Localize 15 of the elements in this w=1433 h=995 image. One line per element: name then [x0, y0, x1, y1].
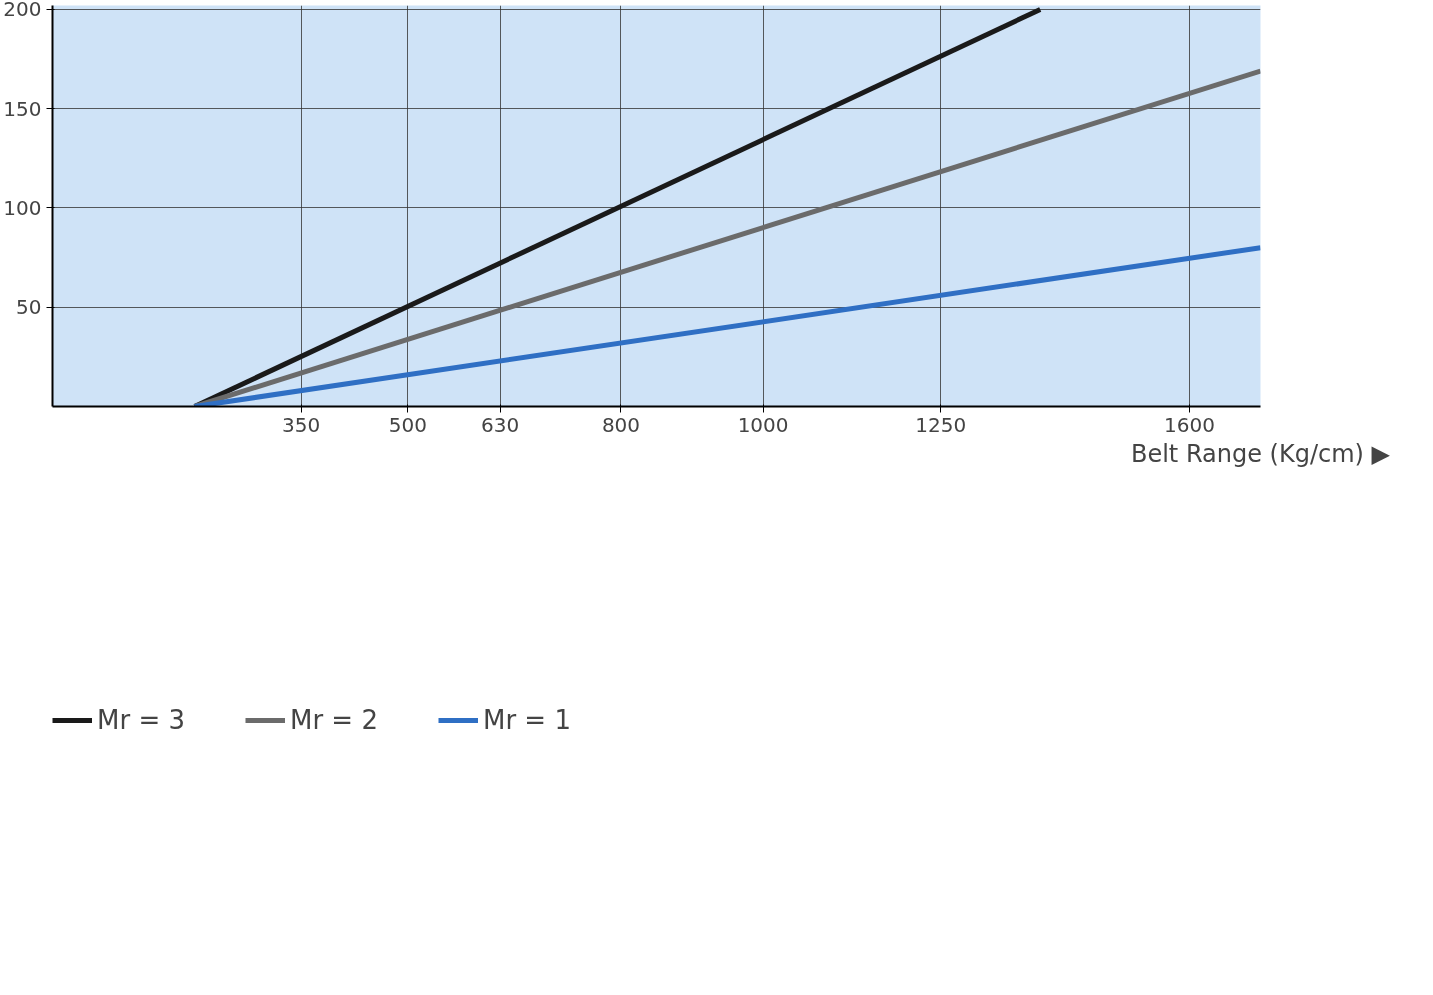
- x-tick-label: 800: [601, 412, 641, 437]
- x-tick-label: 1250: [915, 412, 967, 437]
- y-tick-label: 200: [3, 0, 42, 22]
- legend-label: Mr = 1: [482, 705, 571, 735]
- x-tick-label: 1600: [1163, 412, 1215, 437]
- legend-label: Mr = 2: [289, 705, 378, 735]
- y-tick-label: 50: [16, 295, 42, 320]
- x-tick-label: 500: [388, 412, 427, 437]
- y-tick-label: 150: [3, 96, 42, 121]
- y-tick-label: 100: [3, 195, 42, 220]
- x-tick-label: 630: [481, 412, 520, 437]
- x-tick-label: 350: [282, 412, 321, 437]
- legend-label: Mr = 3: [97, 705, 185, 735]
- x-axis-title: Belt Range (Kg/cm) ▶: [1130, 439, 1391, 468]
- x-tick-label: 1000: [737, 412, 789, 437]
